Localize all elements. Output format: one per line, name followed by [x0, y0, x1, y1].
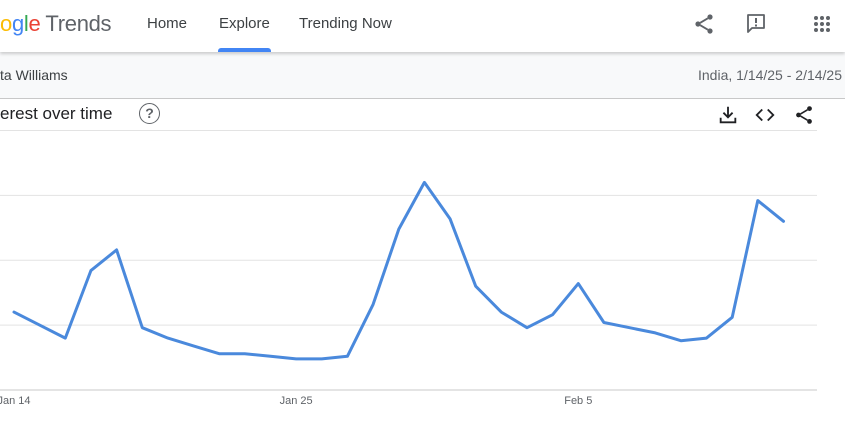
- apps-icon[interactable]: [810, 12, 834, 36]
- data-point[interactable]: [649, 327, 661, 339]
- data-point[interactable]: [393, 223, 405, 235]
- data-point[interactable]: [598, 317, 610, 329]
- logo-letter: l: [23, 11, 29, 36]
- help-icon[interactable]: ?: [139, 103, 160, 124]
- data-point[interactable]: [341, 350, 353, 362]
- data-point[interactable]: [752, 195, 764, 207]
- logo-letter: o: [0, 11, 12, 36]
- data-point[interactable]: [521, 322, 533, 334]
- data-point[interactable]: [213, 348, 225, 360]
- data-point[interactable]: [470, 280, 482, 292]
- data-point[interactable]: [418, 176, 430, 188]
- logo-letter: e: [28, 11, 41, 36]
- top-app-bar: ogle Trends Home Explore Trending Now: [0, 0, 845, 52]
- data-point[interactable]: [675, 335, 687, 347]
- x-tick-label: Feb 5: [564, 395, 592, 407]
- data-point[interactable]: [316, 353, 328, 365]
- logo-trends-text: Trends: [45, 11, 112, 36]
- data-point[interactable]: [444, 213, 456, 225]
- search-term-bar: ta Williams India, 1/14/25 - 2/14/25: [0, 52, 845, 99]
- nav-home[interactable]: Home: [147, 15, 188, 32]
- data-point[interactable]: [85, 265, 97, 277]
- download-icon[interactable]: [717, 104, 739, 126]
- data-point[interactable]: [290, 353, 302, 365]
- x-tick-label: Jan 25: [280, 395, 313, 407]
- data-point[interactable]: [265, 350, 277, 362]
- data-point[interactable]: [111, 244, 123, 256]
- data-point[interactable]: [701, 332, 713, 344]
- share-icon[interactable]: [692, 12, 716, 36]
- data-point[interactable]: [572, 278, 584, 290]
- google-trends-logo[interactable]: ogle Trends: [0, 11, 112, 37]
- data-point[interactable]: [495, 306, 507, 318]
- logo-letter: g: [11, 11, 24, 36]
- search-term[interactable]: ta Williams: [0, 67, 68, 83]
- region-date-scope: India, 1/14/25 - 2/14/25: [698, 67, 842, 83]
- nav-explore[interactable]: Explore: [218, 0, 271, 52]
- card-title: erest over time: [0, 104, 113, 123]
- data-point[interactable]: [624, 322, 636, 334]
- nav-trending-now[interactable]: Trending Now: [299, 15, 392, 32]
- data-point[interactable]: [8, 306, 20, 318]
- feedback-icon[interactable]: [744, 12, 768, 36]
- data-point[interactable]: [136, 322, 148, 334]
- embed-icon[interactable]: [754, 104, 776, 126]
- data-point[interactable]: [162, 332, 174, 344]
- data-point[interactable]: [34, 319, 46, 331]
- data-point[interactable]: [547, 309, 559, 321]
- interest-line-chart: Jan 14 Jan 25 Feb 5: [0, 130, 817, 407]
- data-point[interactable]: [188, 340, 200, 352]
- data-point[interactable]: [239, 348, 251, 360]
- share-icon[interactable]: [793, 104, 815, 126]
- data-point[interactable]: [59, 332, 71, 344]
- data-point[interactable]: [726, 311, 738, 323]
- series-line[interactable]: [12, 180, 785, 361]
- x-tick-label: Jan 14: [0, 395, 31, 407]
- data-point[interactable]: [778, 215, 790, 227]
- data-point[interactable]: [367, 298, 379, 310]
